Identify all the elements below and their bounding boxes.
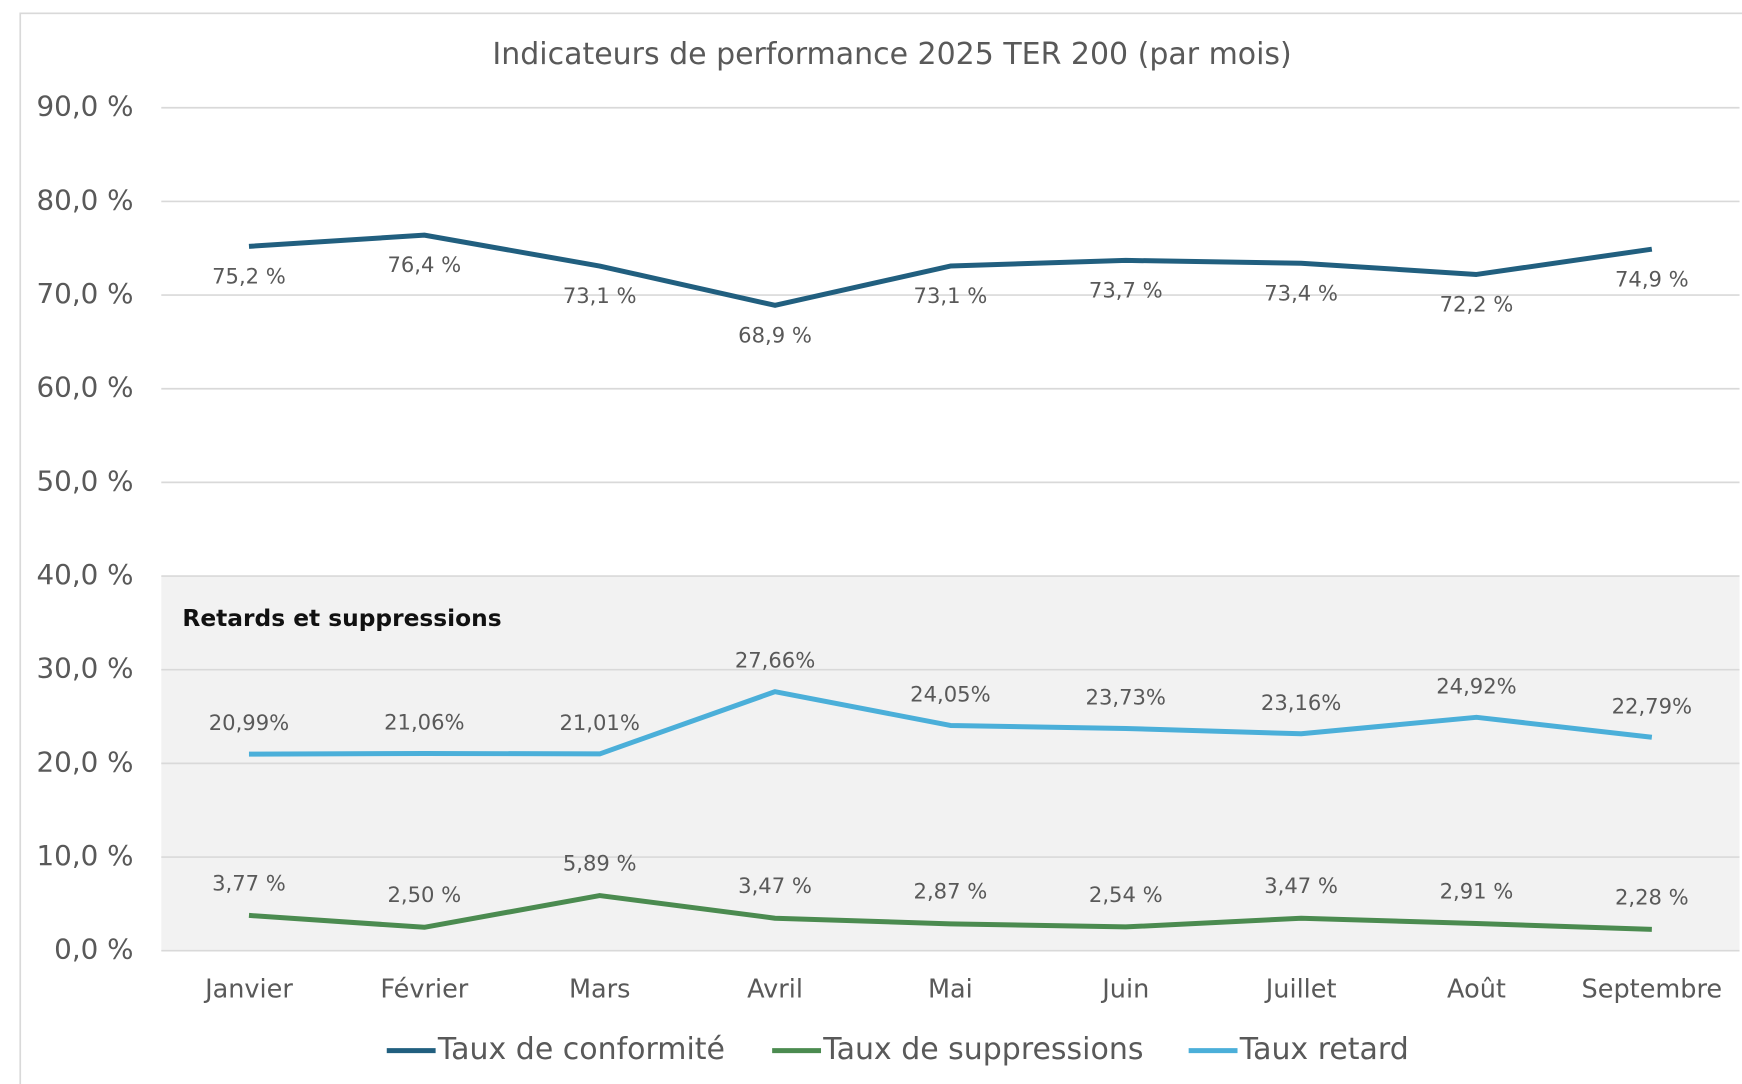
data-label: 73,1 % xyxy=(563,283,637,308)
x-tick-label: Juillet xyxy=(1264,975,1337,1005)
data-label: 2,91 % xyxy=(1440,878,1514,903)
data-label: 27,66% xyxy=(735,648,815,673)
y-tick-label: 50,0 % xyxy=(37,464,134,497)
y-tick-label: 0,0 % xyxy=(54,933,133,966)
data-label: 24,05% xyxy=(910,681,990,706)
y-tick-label: 40,0 % xyxy=(37,558,134,591)
data-label: 21,06% xyxy=(384,709,464,734)
x-tick-label: Avril xyxy=(747,975,803,1005)
data-label: 73,1 % xyxy=(914,283,988,308)
legend-label: Taux de conformité xyxy=(437,1032,725,1067)
data-label: 73,4 % xyxy=(1264,280,1338,305)
data-label: 20,99% xyxy=(209,710,289,735)
data-label: 2,50 % xyxy=(387,882,461,907)
data-label: 72,2 % xyxy=(1440,292,1514,317)
data-label: 21,01% xyxy=(559,710,639,735)
x-tick-label: Février xyxy=(380,975,468,1005)
data-label: 5,89 % xyxy=(563,850,637,875)
x-tick-label: Mai xyxy=(928,975,973,1005)
data-label: 2,54 % xyxy=(1089,882,1163,907)
x-tick-label: Janvier xyxy=(203,975,293,1005)
y-tick-label: 90,0 % xyxy=(37,90,134,123)
data-label: 3,47 % xyxy=(1264,873,1338,898)
x-tick-label: Août xyxy=(1447,975,1506,1005)
x-tick-label: Juin xyxy=(1100,975,1149,1005)
data-label: 76,4 % xyxy=(387,252,461,277)
x-tick-label: Septembre xyxy=(1582,975,1723,1005)
y-tick-label: 20,0 % xyxy=(37,745,134,778)
y-tick-label: 10,0 % xyxy=(37,839,134,872)
data-label: 3,77 % xyxy=(212,870,286,895)
series-line xyxy=(248,232,1653,308)
legend-label: Taux retard xyxy=(1239,1032,1409,1067)
data-label: 2,28 % xyxy=(1615,884,1689,909)
data-label: 3,47 % xyxy=(738,873,812,898)
data-label: 23,16% xyxy=(1261,690,1341,715)
data-label: 73,7 % xyxy=(1089,278,1163,303)
data-label: 22,79% xyxy=(1612,693,1692,718)
series-line xyxy=(248,689,1653,757)
y-tick-label: 80,0 % xyxy=(37,183,134,216)
band-annotation: Retards et suppressions xyxy=(182,605,501,632)
legend-label: Taux de suppressions xyxy=(822,1032,1143,1067)
data-label: 74,9 % xyxy=(1615,266,1689,291)
data-label: 24,92% xyxy=(1436,673,1516,698)
background-layer xyxy=(161,106,1740,952)
chart-title: Indicateurs de performance 2025 TER 200 … xyxy=(492,37,1291,72)
data-label: 75,2 % xyxy=(212,263,286,288)
series-line xyxy=(248,893,1652,932)
data-label: 68,9 % xyxy=(738,322,812,347)
y-tick-label: 60,0 % xyxy=(37,371,134,404)
y-tick-label: 30,0 % xyxy=(37,652,134,685)
data-label: 23,73% xyxy=(1086,684,1166,709)
data-label: 2,87 % xyxy=(914,879,988,904)
x-tick-label: Mars xyxy=(569,975,630,1005)
y-tick-label: 70,0 % xyxy=(37,277,134,310)
